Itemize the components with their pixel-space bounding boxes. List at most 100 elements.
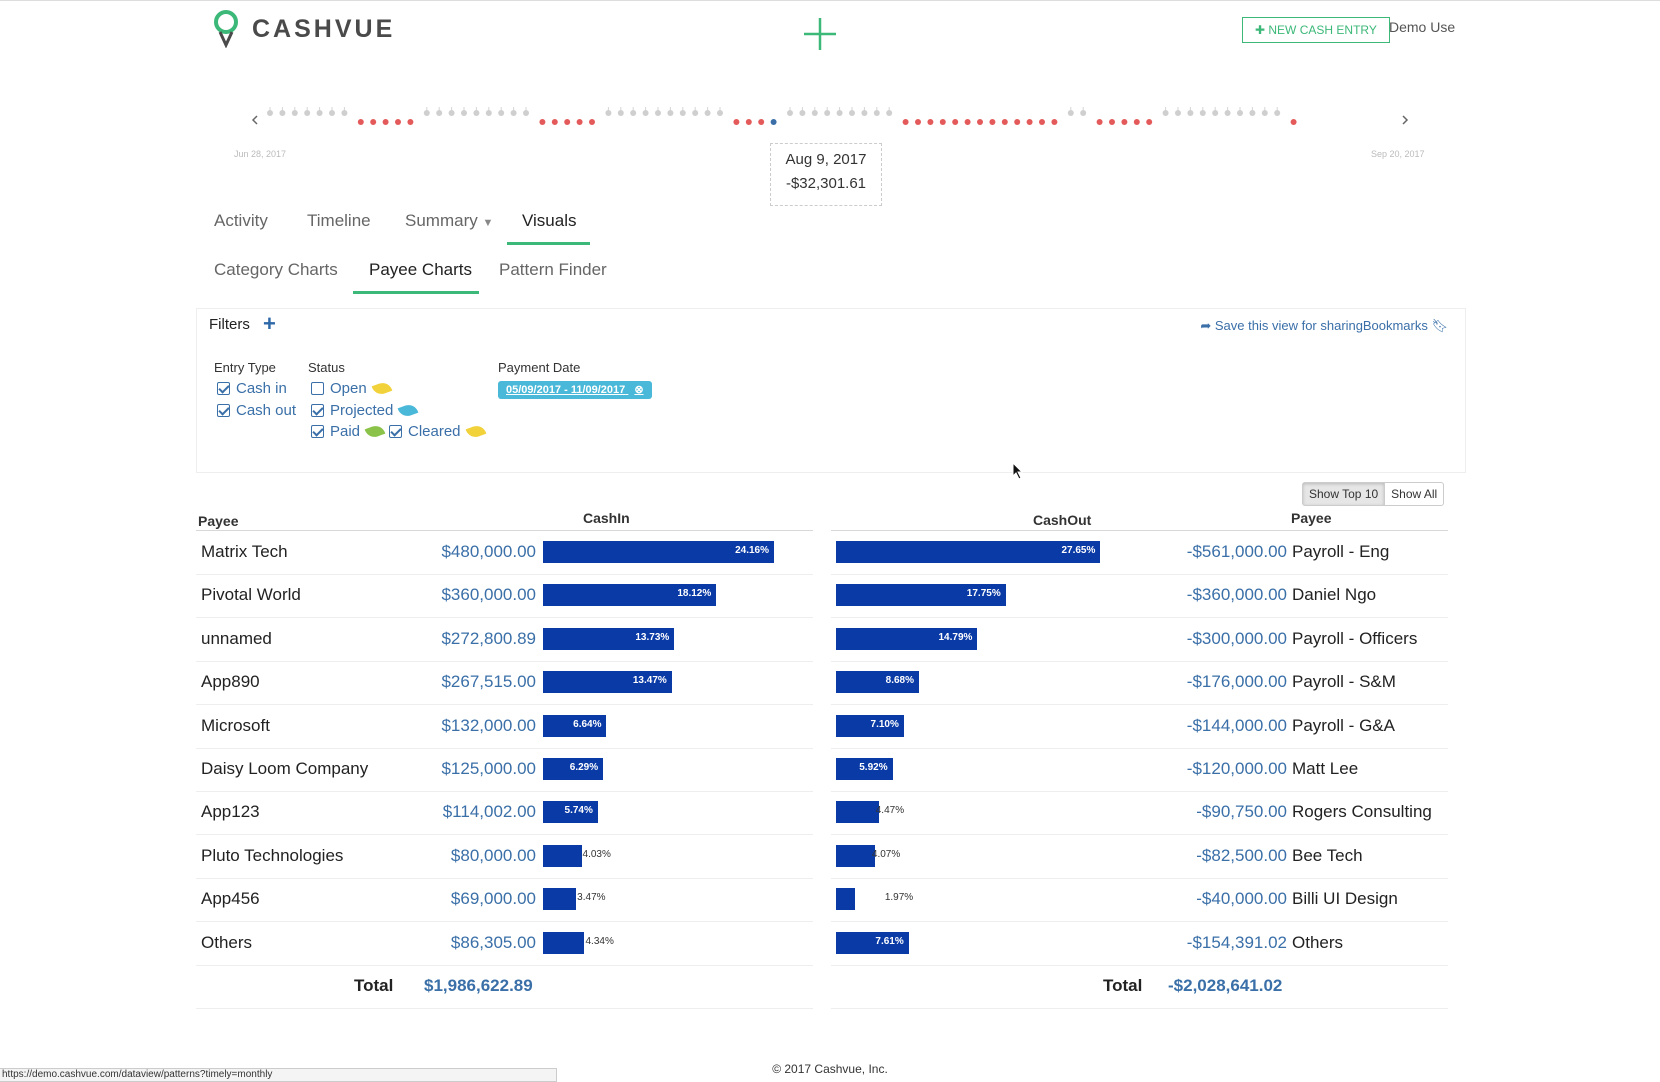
user-menu[interactable]: Demo Use (1389, 19, 1456, 35)
add-filter-icon[interactable]: + (263, 311, 276, 336)
table-row[interactable]: Others $86,305.00 4.34% (196, 922, 813, 966)
new-cash-entry-button[interactable]: ✚ NEW CASH ENTRY (1242, 17, 1390, 43)
timeline-dot[interactable] (539, 119, 546, 125)
timeline-dot[interactable] (952, 119, 959, 125)
timeline-dot[interactable] (630, 110, 637, 116)
show-top-10-button[interactable]: Show Top 10 (1303, 483, 1385, 505)
timeline-dot[interactable] (1274, 110, 1281, 116)
timeline-dot[interactable] (1290, 119, 1297, 125)
timeline-dot[interactable] (1146, 119, 1153, 125)
timeline-dot[interactable] (745, 119, 752, 125)
next-arrow-icon[interactable] (1402, 115, 1409, 125)
timeline-dot[interactable] (341, 110, 348, 116)
timeline-dot[interactable] (1080, 110, 1087, 116)
timeline-dot[interactable] (733, 119, 740, 125)
timeline-dot[interactable] (655, 110, 661, 116)
timeline-dot[interactable] (551, 119, 558, 125)
timeline-dot[interactable] (873, 110, 880, 116)
timeline-dot[interactable] (316, 110, 323, 116)
timeline-dot[interactable] (407, 119, 414, 125)
payment-date-filter[interactable]: 05/09/2017 - 11/09/2017 ⊗ (498, 381, 652, 399)
timeline-dot[interactable] (964, 119, 971, 125)
timeline-dot[interactable] (989, 119, 996, 125)
status-open-checkbox[interactable]: Open (311, 380, 393, 397)
timeline-dot[interactable] (811, 110, 818, 116)
table-row[interactable]: Matrix Tech $480,000.00 24.16% (196, 531, 813, 575)
timeline-dot[interactable] (382, 119, 389, 125)
status-projected-checkbox[interactable]: Projected (311, 402, 419, 419)
subtab-category-charts[interactable]: Category Charts (214, 260, 338, 279)
share-view-link[interactable]: ➦ Save this view for sharing (1200, 318, 1363, 334)
timeline-dot[interactable] (770, 119, 777, 125)
timeline-dot[interactable] (886, 110, 893, 116)
timeline-dot[interactable] (1133, 119, 1140, 125)
timeline-dot[interactable] (589, 119, 595, 125)
timeline-dot[interactable] (692, 110, 699, 116)
timeline-dot[interactable] (564, 119, 571, 125)
table-row[interactable]: Others -$154,391.02 7.61% (831, 922, 1448, 966)
table-row[interactable]: Daisy Loom Company $125,000.00 6.29% (196, 748, 813, 792)
timeline-dot[interactable] (1162, 110, 1169, 116)
timeline-dot[interactable] (279, 110, 286, 116)
table-row[interactable]: Matt Lee -$120,000.00 5.92% (831, 748, 1448, 792)
cash-out-checkbox[interactable]: Cash out (217, 402, 296, 419)
timeline-dot[interactable] (370, 119, 377, 125)
timeline-dot[interactable] (1187, 110, 1194, 116)
timeline-dot[interactable] (523, 110, 529, 116)
timeline-dot[interactable] (436, 110, 443, 116)
timeline-dot[interactable] (510, 110, 517, 116)
subtab-payee-charts[interactable]: Payee Charts (369, 260, 472, 279)
table-row[interactable]: Payroll - S&M -$176,000.00 8.68% (831, 661, 1448, 706)
timeline-dot[interactable] (849, 110, 855, 116)
table-row[interactable]: Microsoft $132,000.00 6.64% (196, 705, 813, 749)
timeline-dot[interactable] (1109, 119, 1115, 125)
timeline-dot[interactable] (717, 110, 723, 116)
table-row[interactable]: App890 $267,515.00 13.47% (196, 661, 813, 706)
timeline-dot[interactable] (1067, 110, 1074, 116)
add-icon[interactable] (802, 16, 838, 57)
status-cleared-checkbox[interactable]: Cleared (389, 423, 486, 440)
table-row[interactable]: Daniel Ngo -$360,000.00 17.75% (831, 574, 1448, 619)
timeline-dot[interactable] (1249, 110, 1256, 116)
table-row[interactable]: Billi UI Design -$40,000.00 1.97% (831, 878, 1448, 923)
cash-in-checkbox[interactable]: Cash in (217, 380, 287, 397)
timeline-dot[interactable] (824, 110, 831, 116)
timeline-dot[interactable] (836, 110, 843, 116)
tab-timeline[interactable]: Timeline (307, 211, 371, 230)
table-row[interactable]: Payroll - Officers -$300,000.00 14.79% (831, 618, 1448, 662)
subtab-pattern-finder[interactable]: Pattern Finder (499, 260, 607, 279)
tab-summary[interactable]: Summary ▼ (405, 211, 493, 231)
timeline-dot[interactable] (977, 119, 983, 125)
timeline-dot[interactable] (395, 119, 401, 125)
timeline-dot[interactable] (473, 110, 480, 116)
timeline-strip[interactable] (240, 95, 1420, 155)
table-row[interactable]: Payroll - Eng -$561,000.00 27.65% (831, 531, 1448, 575)
timeline-dot[interactable] (1121, 119, 1128, 125)
timeline-dot[interactable] (1096, 119, 1103, 125)
timeline-dot[interactable] (667, 110, 674, 116)
timeline-dot[interactable] (1224, 110, 1231, 116)
timeline-dot[interactable] (304, 110, 311, 116)
timeline-dot[interactable] (939, 119, 946, 125)
timeline-dot[interactable] (291, 110, 298, 116)
timeline-dot[interactable] (1014, 119, 1021, 125)
timeline-dot[interactable] (1001, 119, 1008, 125)
timeline-dot[interactable] (861, 110, 868, 116)
tab-visuals[interactable]: Visuals (522, 211, 577, 230)
timeline-dot[interactable] (1051, 119, 1058, 125)
prev-arrow-icon[interactable] (251, 115, 258, 125)
table-row[interactable]: Pluto Technologies $80,000.00 4.03% (196, 835, 813, 879)
timeline-dot[interactable] (642, 110, 649, 116)
timeline-dot[interactable] (927, 119, 934, 125)
timeline-dot[interactable] (704, 110, 711, 116)
clear-circle-icon[interactable]: ⊗ (634, 384, 644, 396)
tab-activity[interactable]: Activity (214, 211, 268, 230)
timeline-dot[interactable] (1237, 110, 1243, 116)
status-paid-checkbox[interactable]: Paid (311, 423, 386, 440)
timeline-dot[interactable] (915, 119, 921, 125)
timeline-dot[interactable] (498, 110, 505, 116)
timeline-dot[interactable] (799, 110, 806, 116)
table-row[interactable]: Payroll - G&A -$144,000.00 7.10% (831, 705, 1448, 749)
timeline-dot[interactable] (329, 110, 335, 116)
table-row[interactable]: Bee Tech -$82,500.00 4.07% (831, 835, 1448, 879)
